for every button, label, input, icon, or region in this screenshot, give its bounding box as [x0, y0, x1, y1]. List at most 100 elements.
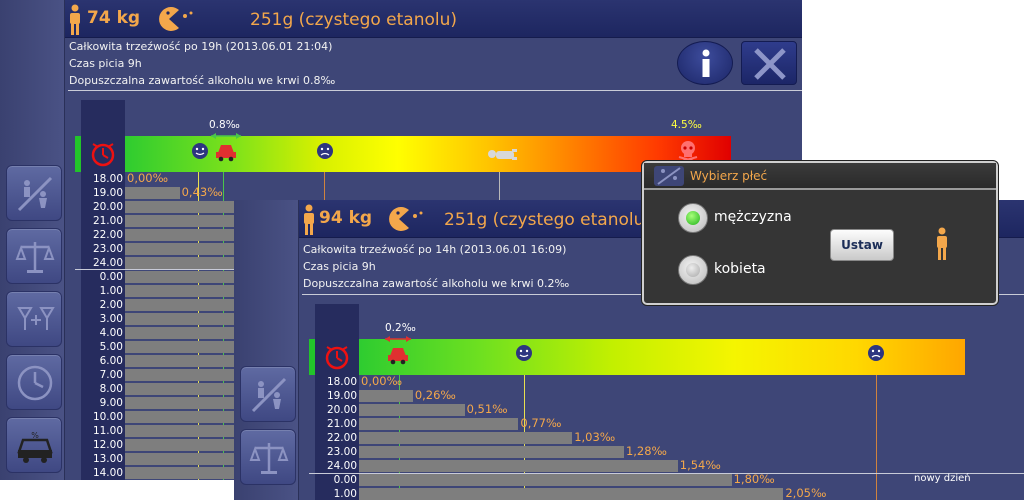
- sidebar-time-button[interactable]: [6, 354, 62, 410]
- bac-bar: [359, 404, 465, 416]
- lying-person-icon: [488, 149, 517, 160]
- sidebar: %: [0, 0, 65, 480]
- allowed-alcohol: Dopuszczalna zawartość alkoholu we krwi …: [303, 277, 570, 290]
- bac-value-label: 1,80‰: [733, 472, 775, 486]
- sobriety-time: Całkowita trzeźwość po 14h (2013.06.01 1…: [303, 243, 567, 256]
- time-label: 20.00: [326, 404, 357, 416]
- drunk-line: [876, 375, 877, 500]
- sober-line: [198, 172, 199, 480]
- ethanol-value[interactable]: 251g (czystego etanolu): [250, 10, 458, 30]
- radio-male[interactable]: [678, 203, 708, 233]
- time-label: 8.00: [99, 383, 123, 395]
- option-male-label[interactable]: mężczyzna: [714, 209, 792, 225]
- time-label: 1.00: [333, 488, 357, 500]
- sidebar-weight-button[interactable]: [6, 228, 62, 284]
- sidebar-drive-button[interactable]: %: [6, 417, 62, 473]
- time-label: 23.00: [326, 446, 357, 458]
- gender-icon: [654, 166, 684, 186]
- time-label: 22.00: [326, 432, 357, 444]
- time-label: 10.00: [92, 411, 123, 423]
- skull-icon: [678, 141, 698, 163]
- ethanol-icon: [159, 6, 193, 31]
- bac-bar: [359, 432, 573, 444]
- drinking-time: Czas picia 9h: [303, 260, 376, 273]
- sidebar: [234, 200, 299, 500]
- time-label: 0.00: [99, 271, 123, 283]
- radio-selected-dot: [686, 211, 700, 225]
- time-label: 18.00: [326, 376, 357, 388]
- scale-icon: [249, 443, 289, 474]
- drinking-time: Czas picia 9h: [69, 57, 142, 70]
- time-label: 21.00: [326, 418, 357, 430]
- info-button[interactable]: [677, 41, 733, 85]
- car-icon: %: [17, 431, 53, 463]
- radio-unselected-dot: [686, 263, 700, 277]
- max-marker-label: 4.5‰: [671, 119, 702, 131]
- radio-female[interactable]: [678, 255, 708, 285]
- time-label: 2.00: [99, 299, 123, 311]
- svg-text:%: %: [31, 431, 39, 440]
- time-column: [81, 100, 125, 480]
- male-person-icon: [937, 227, 947, 260]
- time-label: 20.00: [92, 201, 123, 213]
- option-female-label[interactable]: kobieta: [714, 261, 766, 277]
- time-label: 1.00: [99, 285, 123, 297]
- limit-marker-label: 0.8‰: [209, 119, 240, 131]
- time-label: 11.00: [92, 425, 123, 437]
- bac-gradient-scale: [359, 339, 965, 375]
- limit-line: [223, 172, 224, 480]
- ethanol-value[interactable]: 251g (czystego etanolu): [444, 210, 652, 230]
- info-icon: [702, 49, 710, 77]
- time-label: 6.00: [99, 355, 123, 367]
- time-label: 14.00: [92, 467, 123, 479]
- smile-icon: [192, 143, 208, 159]
- sidebar-drinks-button[interactable]: [6, 291, 62, 347]
- bac-value-label: 0,43‰: [181, 185, 223, 199]
- clock-icon: [17, 365, 53, 401]
- allowed-alcohol: Dopuszczalna zawartość alkoholu we krwi …: [69, 74, 336, 87]
- time-label: 13.00: [92, 453, 123, 465]
- sidebar-weight-button[interactable]: [240, 429, 296, 485]
- time-label: 23.00: [92, 243, 123, 255]
- time-label: 19.00: [326, 390, 357, 402]
- bac-value-label: 0,00‰: [361, 374, 403, 388]
- time-label: 24.00: [326, 460, 357, 472]
- drinks-icon: [17, 307, 55, 330]
- bac-value-label: 1,54‰: [679, 458, 721, 472]
- bac-bar: [125, 201, 235, 213]
- alarm-icon: [325, 346, 349, 370]
- sidebar-gender-button[interactable]: [6, 165, 62, 221]
- bac-value-label: 2,05‰: [785, 486, 827, 500]
- car-driving-icon: [216, 145, 236, 162]
- time-label: 18.00: [92, 173, 123, 185]
- info-panel: Całkowita trzeźwość po 19h (2013.06.01 2…: [65, 38, 802, 90]
- bac-value-label: 0,51‰: [466, 402, 508, 416]
- time-column: [315, 304, 359, 500]
- bac-bar: [359, 460, 678, 472]
- dialog-title: Wybierz płeć: [690, 169, 768, 183]
- time-label: 4.00: [99, 327, 123, 339]
- time-label: 21.00: [92, 215, 123, 227]
- gender-dialog: Wybierz płeć mężczyzna kobieta Ustaw: [642, 161, 998, 305]
- weight-value[interactable]: 94 kg: [319, 208, 373, 228]
- sobriety-time: Całkowita trzeźwość po 19h (2013.06.01 2…: [69, 40, 333, 53]
- weight-value[interactable]: 74 kg: [87, 8, 141, 28]
- info-separator: [68, 90, 802, 91]
- set-button[interactable]: Ustaw: [830, 229, 894, 261]
- limit-marker-label: 0.2‰: [385, 322, 416, 334]
- time-label: 22.00: [92, 229, 123, 241]
- sidebar-gender-button[interactable]: [240, 366, 296, 422]
- sad-icon: [868, 345, 884, 361]
- topbar: 74 kg 251g (czystego etanolu): [65, 0, 802, 38]
- bac-bar: [125, 187, 180, 199]
- male-person-icon: [70, 4, 80, 35]
- time-label: 5.00: [99, 341, 123, 353]
- smile-icon: [516, 345, 532, 361]
- bac-value-label: 0,26‰: [414, 388, 456, 402]
- gender-icon: [17, 176, 53, 212]
- male-person-icon: [304, 204, 314, 235]
- bac-value-label: 0,77‰: [520, 416, 562, 430]
- bac-bar: [359, 390, 413, 402]
- sad-icon: [317, 143, 333, 159]
- close-button[interactable]: [741, 41, 797, 85]
